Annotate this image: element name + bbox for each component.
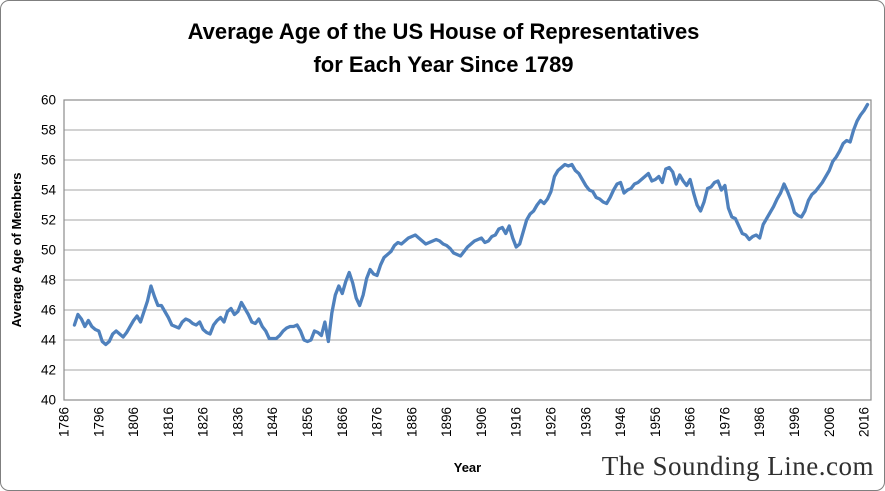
y-tick-label: 46 (41, 303, 56, 318)
y-tick-label: 58 (41, 123, 56, 138)
y-tick-label: 60 (41, 93, 56, 108)
x-tick-label: 1836 (230, 407, 245, 437)
chart-title-line-1: Average Age of the US House of Represent… (187, 19, 700, 44)
y-tick-label: 56 (41, 153, 56, 168)
x-tick-label: 1826 (196, 407, 211, 437)
x-tick-label: 1846 (265, 407, 280, 437)
y-tick-label: 52 (41, 213, 56, 228)
y-tick-label: 50 (41, 243, 56, 258)
x-tick-label: 1806 (126, 407, 141, 437)
chart-title-line-2: for Each Year Since 1789 (313, 52, 574, 77)
x-tick-label: 1926 (543, 407, 558, 437)
x-tick-label: 1936 (578, 407, 593, 437)
x-tick-label: 1996 (787, 407, 802, 437)
y-tick-label: 40 (41, 393, 56, 408)
watermark: The Sounding Line.com (601, 451, 874, 481)
x-tick-label: 1886 (404, 407, 419, 437)
x-tick-label: 1856 (300, 407, 315, 437)
x-tick-label: 1986 (752, 407, 767, 437)
x-tick-label: 1906 (474, 407, 489, 437)
chart-title: Average Age of the US House of Represent… (1, 15, 884, 81)
x-axis-title: Year (453, 460, 482, 475)
x-tick-label: 1976 (717, 407, 732, 437)
y-tick-label: 54 (41, 183, 57, 198)
x-tick-label: 1896 (439, 407, 454, 437)
y-tick-label: 48 (41, 273, 56, 288)
x-tick-label: 1816 (161, 407, 176, 437)
x-tick-label: 2016 (857, 407, 872, 437)
x-tick-label: 1796 (91, 407, 106, 437)
x-tick-label: 1966 (683, 407, 698, 437)
x-tick-label: 1786 (57, 407, 72, 437)
y-axis-title: Average Age of Members (9, 172, 24, 328)
x-tick-label: 1916 (509, 407, 524, 437)
x-tick-label: 1946 (613, 407, 628, 437)
y-tick-label: 44 (41, 333, 57, 348)
y-tick-label: 42 (41, 363, 56, 378)
x-tick-label: 2006 (822, 407, 837, 437)
plot-border (63, 99, 872, 401)
x-tick-label: 1876 (370, 407, 385, 437)
x-tick-label: 1956 (648, 407, 663, 437)
series-line (72, 102, 870, 347)
x-tick-label: 1866 (335, 407, 350, 437)
